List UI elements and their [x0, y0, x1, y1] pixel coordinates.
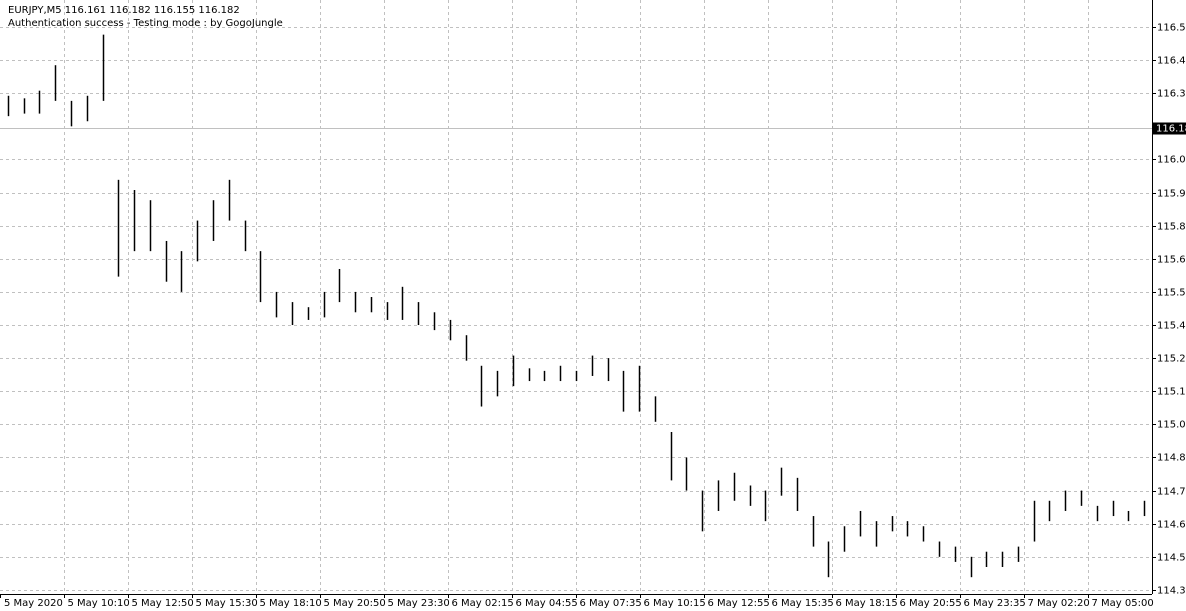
- grid: [0, 0, 1152, 594]
- x-tick-label: 6 May 18:15: [836, 598, 898, 609]
- y-tick-label: 115.41: [1157, 321, 1186, 332]
- x-tick-label: 7 May 02:20: [1028, 598, 1090, 609]
- bars: [7, 34, 1146, 578]
- y-tick-label: 114.5: [1157, 553, 1186, 564]
- chart-title: EURJPY,M5 116.161 116.182 116.155 116.18…: [8, 5, 240, 16]
- x-tick-label: 5 May 20:50: [324, 598, 386, 609]
- y-tick-label: 116.32: [1157, 89, 1186, 100]
- x-tick-label: 6 May 23:35: [964, 598, 1026, 609]
- x-tick-label: 5 May 12:50: [132, 598, 194, 609]
- x-tick-label: 6 May 20:55: [900, 598, 962, 609]
- y-tick-label: 115.8: [1157, 222, 1186, 233]
- x-tick-label: 5 May 2020: [4, 598, 63, 609]
- y-tick-label: 114.63: [1157, 520, 1186, 531]
- y-tick-label: 116.58: [1157, 23, 1186, 34]
- x-tick-label: 6 May 15:35: [772, 598, 834, 609]
- y-tick-label: 115.15: [1157, 387, 1186, 398]
- x-tick-label: 5 May 15:30: [196, 598, 258, 609]
- x-tick-label: 7 May 05:00: [1092, 598, 1154, 609]
- x-tick-label: 6 May 07:35: [580, 598, 642, 609]
- x-tick-label: 5 May 18:10: [260, 598, 322, 609]
- y-tick-label: 114.89: [1157, 453, 1186, 464]
- y-tick-label: 115.54: [1157, 288, 1186, 299]
- y-tick-label: 115.28: [1157, 354, 1186, 365]
- x-tick-label: 6 May 10:15: [644, 598, 706, 609]
- y-tick-label: 115.93: [1157, 189, 1186, 200]
- current-price-box: [1153, 122, 1186, 135]
- y-tick-label: 115.67: [1157, 255, 1186, 266]
- y-tick-label: 114.37: [1157, 586, 1186, 597]
- x-tick-label: 5 May 23:30: [388, 598, 450, 609]
- x-tick-label: 5 May 10:10: [68, 598, 130, 609]
- x-tick-label: 6 May 12:55: [708, 598, 770, 609]
- y-tick-label: 116.06: [1157, 155, 1186, 166]
- y-tick-label: 116.45: [1157, 56, 1186, 67]
- x-tick-label: 6 May 02:15: [452, 598, 514, 609]
- current-price-label: 116.18: [1156, 124, 1186, 135]
- chart-subtitle: Authentication success - Testing mode : …: [8, 18, 283, 29]
- x-tick-label: 6 May 04:55: [516, 598, 578, 609]
- y-tick-label: 115.02: [1157, 420, 1186, 431]
- y-tick-label: 114.76: [1157, 487, 1186, 498]
